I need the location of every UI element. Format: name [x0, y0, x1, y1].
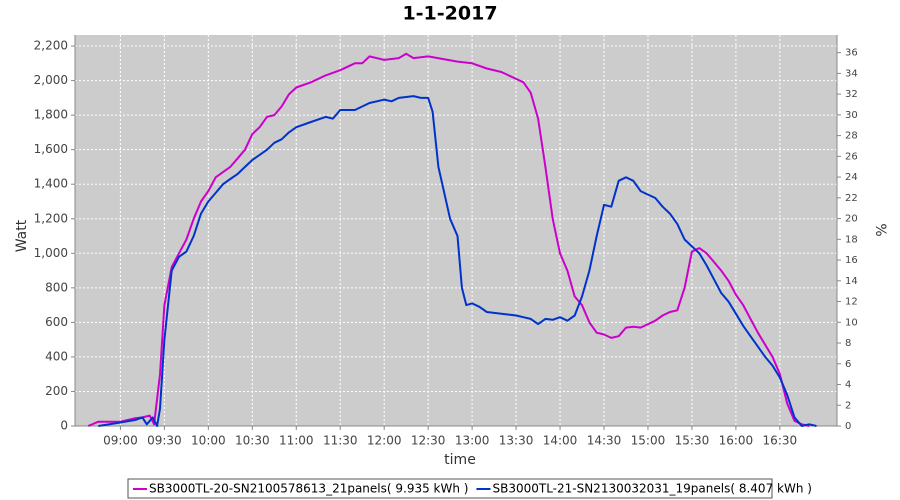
y-tick-label: 600: [45, 315, 68, 329]
y-axis-title: Watt: [14, 219, 30, 252]
y2-tick-label: 12: [845, 297, 858, 308]
y-tick-label: 0: [60, 419, 68, 433]
y2-tick-label: 28: [845, 131, 858, 142]
x-tick-label: 12:30: [411, 434, 446, 448]
legend-box: [127, 478, 773, 499]
y-tick-label: 2,000: [34, 73, 68, 87]
y2-tick-label: 36: [845, 48, 858, 59]
series-line: [87, 52, 810, 427]
x-axis-title: time: [444, 452, 476, 468]
x-tick-label: 13:30: [499, 434, 534, 448]
y-tick-label: 200: [45, 384, 68, 398]
x-tick-label: 16:00: [719, 434, 754, 448]
y2-tick-label: 0: [845, 421, 851, 432]
x-tick-label: 14:30: [587, 434, 622, 448]
y2-tick-label: 14: [845, 276, 858, 287]
y-tick-label: 1,600: [34, 142, 68, 156]
y2-tick-label: 16: [845, 255, 858, 266]
x-tick-label: 16:30: [763, 434, 798, 448]
y-tick-label: 800: [45, 280, 68, 294]
x-tick-label: 10:30: [235, 434, 270, 448]
x-tick-label: 11:30: [323, 434, 358, 448]
y2-axis-title: %: [872, 223, 888, 236]
x-tick-label: 12:00: [367, 434, 402, 448]
x-tick-label: 09:00: [103, 434, 138, 448]
y-tick-label: 1,400: [34, 177, 68, 191]
y2-tick-label: 20: [845, 214, 858, 225]
x-tick-label: 11:00: [279, 434, 314, 448]
y-tick-label: 1,800: [34, 108, 68, 122]
x-tick-label: 15:00: [631, 434, 666, 448]
series-line: [98, 95, 817, 427]
y-tick-label: 400: [45, 349, 68, 363]
x-tick-label: 15:30: [675, 434, 710, 448]
y2-tick-label: 4: [845, 380, 851, 391]
y2-tick-label: 6: [845, 359, 851, 370]
legend-label: SB3000TL-20-SN2100578613_21panels( 9.935…: [149, 482, 468, 496]
y2-tick-label: 26: [845, 151, 858, 162]
chart-title: 1-1-2017: [402, 3, 497, 25]
y-tick-label: 1,000: [34, 246, 68, 260]
legend-label: SB3000TL-21-SN2130032031_19panels( 8.407…: [492, 482, 811, 496]
y-tick-label: 2,200: [34, 39, 68, 53]
x-tick-label: 13:00: [455, 434, 490, 448]
y2-tick-label: 18: [845, 234, 858, 245]
y2-tick-label: 24: [845, 172, 858, 183]
y2-tick-label: 34: [845, 68, 858, 79]
y2-tick-label: 22: [845, 193, 858, 204]
x-tick-label: 10:00: [191, 434, 226, 448]
legend: SB3000TL-20-SN2100578613_21panels( 9.935…: [133, 482, 812, 496]
y2-tick-label: 8: [845, 338, 851, 349]
y2-tick-label: 2: [845, 400, 851, 411]
x-tick-label: 14:00: [543, 434, 578, 448]
y2-tick-label: 30: [845, 110, 858, 121]
y-tick-label: 1,200: [34, 211, 68, 225]
x-tick-label: 09:30: [147, 434, 182, 448]
y2-tick-label: 32: [845, 89, 858, 100]
y2-tick-label: 10: [845, 317, 858, 328]
